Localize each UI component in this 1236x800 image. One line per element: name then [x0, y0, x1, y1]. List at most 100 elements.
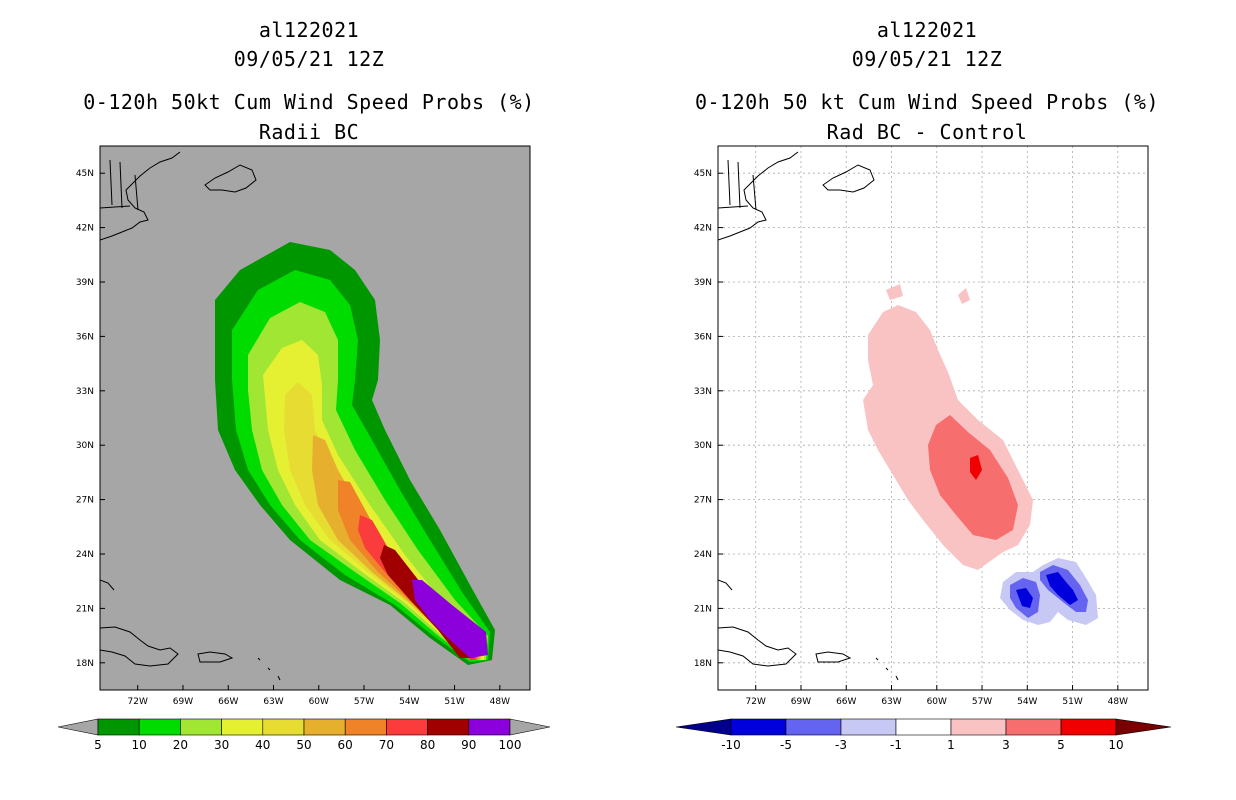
colorbar-swatch	[262, 718, 305, 736]
colorbar-over-triangle	[509, 718, 551, 736]
border-lines	[718, 159, 757, 211]
colorbar-under-triangle	[675, 718, 732, 736]
lon-tick-label: 51W	[444, 697, 464, 707]
lat-tick-label: 39N	[76, 278, 94, 288]
lon-tick-label: 69W	[173, 697, 193, 707]
lat-tick-label: 18N	[694, 659, 712, 669]
colorbar-label: 10	[132, 738, 147, 752]
colorbar-label: 5	[1057, 738, 1065, 752]
map-frame	[717, 145, 1149, 691]
colorbar-swatch	[97, 718, 140, 736]
lat-tick-label: 36N	[76, 332, 94, 342]
contour-plus-1-speck-a	[886, 284, 903, 300]
lon-tick-label: 72W	[746, 697, 766, 707]
colorbar-left: 5 10 20 30 40 50 60 70 80 90 100	[57, 718, 551, 752]
colorbar-swatch	[468, 718, 511, 736]
lon-tick-label: 66W	[836, 697, 856, 707]
right-panel: al122021 09/05/21 12Z 0-120h 50 kt Cum W…	[618, 0, 1236, 800]
lat-tick-label: 21N	[694, 604, 712, 614]
coastlines	[100, 151, 281, 681]
colorbar-label: 5	[94, 738, 102, 752]
colorbar-label: 30	[214, 738, 229, 752]
colorbar-swatch	[427, 718, 470, 736]
contour-90	[412, 580, 488, 658]
contour-plus-3	[928, 415, 1018, 540]
colorbar-label: -3	[835, 738, 847, 752]
contour-30	[263, 340, 486, 660]
lon-tick-label: 57W	[972, 697, 992, 707]
chart-subtitle: Rad BC - Control	[826, 120, 1028, 144]
lat-tick-label: 18N	[76, 659, 94, 669]
coastlines	[718, 151, 899, 681]
colorbar-swatch	[344, 718, 387, 736]
maritimes-coast	[204, 164, 257, 193]
lat-tick-label: 24N	[76, 550, 94, 560]
colorbar-label: 50	[296, 738, 311, 752]
lon-tick-label: 51W	[1062, 697, 1082, 707]
colorbar-swatch	[840, 718, 897, 736]
colorbar-swatch	[303, 718, 346, 736]
lat-tick-label: 21N	[76, 604, 94, 614]
left-panel: al122021 09/05/21 12Z 0-120h 50kt Cum Wi…	[57, 18, 551, 752]
lon-tick-label: 69W	[791, 697, 811, 707]
lat-tick-label: 27N	[694, 496, 712, 506]
map-plot-left: 45N 42N 39N 36N 33N 30N 27N 24N 21N 18N 72W 69W 66W 6…	[57, 145, 551, 752]
lat-tick-label: 27N	[76, 496, 94, 506]
colorbar-swatch	[950, 718, 1007, 736]
lat-tick-label: 42N	[694, 224, 712, 234]
colorbar-swatch	[138, 718, 181, 736]
lon-tick-label: 63W	[263, 697, 283, 707]
chart-title: 0-120h 50kt Cum Wind Speed Probs (%)	[83, 90, 535, 114]
colorbar-swatch	[386, 718, 428, 736]
colorbar-swatch	[895, 718, 952, 736]
colorbar-swatch	[1060, 718, 1117, 736]
chart-title: 0-120h 50 kt Cum Wind Speed Probs (%)	[694, 90, 1160, 114]
lon-tick-label: 54W	[1017, 697, 1037, 707]
contour-plus-5	[970, 455, 982, 480]
cuba-coast	[100, 579, 115, 591]
contour-plus-1-speck-b	[958, 288, 970, 304]
lat-tick-label: 45N	[76, 169, 94, 179]
lon-tick-label: 48W	[1108, 697, 1128, 707]
lat-tick-label: 24N	[694, 550, 712, 560]
axes-left: 45N 42N 39N 36N 33N 30N 27N 24N 21N 18N 72W 69W 66W 6…	[76, 169, 510, 707]
lon-tick-label: 54W	[399, 697, 419, 707]
colorbar-label: 60	[338, 738, 353, 752]
axes-right: 45N 42N 39N 36N 33N 30N 27N 24N 21N 18N 72W 69W 66W 6…	[694, 169, 1128, 707]
colorbar-label: -1	[890, 738, 902, 752]
chart-subtitle: Radii BC	[258, 120, 360, 144]
colorbar-right: -10 -5 -3 -1 1 3 5 10	[675, 718, 1172, 752]
lat-tick-label: 33N	[76, 387, 94, 397]
colorbar-label: 100	[499, 738, 522, 752]
lon-tick-label: 60W	[309, 697, 329, 707]
colorbar-label: 1	[947, 738, 955, 752]
colorbar-label: -10	[721, 738, 741, 752]
contour-minus-5	[1016, 572, 1078, 608]
lat-tick-label: 45N	[694, 169, 712, 179]
lon-tick-label: 72W	[128, 697, 148, 707]
map-plot-right: 45N 42N 39N 36N 33N 30N 27N 24N 21N 18N 72W 69W 66W 6…	[675, 145, 1172, 752]
difference-contours	[863, 284, 1098, 625]
colorbar-label: 40	[255, 738, 270, 752]
colorbar-swatch	[180, 718, 222, 736]
colorbar-over-triangle	[1115, 718, 1172, 736]
storm-id-label: al122021	[876, 18, 978, 42]
datetime-label: 09/05/21 12Z	[233, 47, 385, 71]
caribbean-islands	[718, 626, 899, 681]
lat-tick-label: 42N	[76, 224, 94, 234]
lon-tick-label: 63W	[881, 697, 901, 707]
caribbean-islands	[100, 626, 281, 681]
map-frame	[99, 145, 531, 691]
lat-tick-label: 30N	[76, 441, 94, 451]
lat-tick-label: 39N	[694, 278, 712, 288]
colorbar-swatch	[1005, 718, 1062, 736]
probability-contours	[215, 242, 495, 665]
lon-tick-label: 60W	[927, 697, 947, 707]
colorbar-swatch	[221, 718, 264, 736]
colorbar-label: -5	[780, 738, 792, 752]
colorbar-swatch	[730, 718, 787, 736]
lat-tick-label: 36N	[694, 332, 712, 342]
north-america-coast	[100, 151, 181, 241]
maritimes-coast	[822, 164, 875, 193]
lat-tick-label: 33N	[694, 387, 712, 397]
